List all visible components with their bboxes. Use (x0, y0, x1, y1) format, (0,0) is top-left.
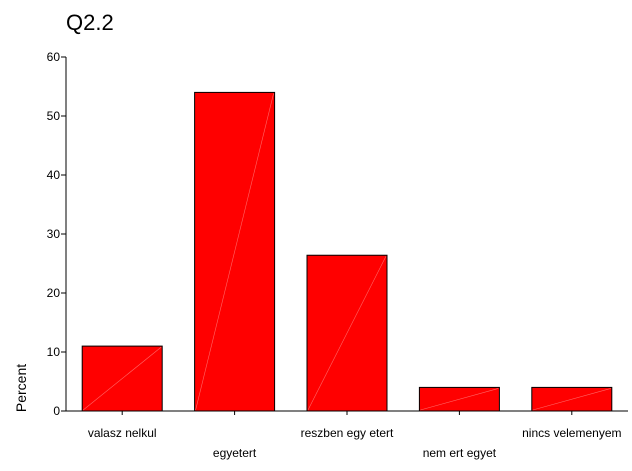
bar-diagonal (420, 388, 499, 411)
bar-diagonal (83, 346, 162, 411)
bar-diagonal (532, 388, 611, 411)
x-tick-label: nincs velemenyem (522, 426, 621, 440)
y-tick-label: 30 (47, 227, 61, 241)
bar-diagonal (195, 93, 274, 411)
chart-title: Q2.2 (66, 10, 114, 35)
y-axis-label: Percent (13, 364, 29, 412)
plot-area: 0 10 20 30 40 50 60 valasz nelkul egyetert reszbe… (47, 50, 628, 460)
y-tick-label: 50 (47, 109, 61, 123)
y-tick-label: 60 (47, 50, 61, 64)
x-tick-label: reszben egy etert (301, 426, 394, 440)
y-tick-label: 0 (53, 404, 60, 418)
bar-diagonal (307, 256, 387, 411)
y-tick-label: 40 (47, 168, 61, 182)
x-tick-label: nem ert egyet (423, 446, 497, 460)
x-tick-label: egyetert (213, 446, 257, 460)
y-tick-label: 20 (47, 286, 61, 300)
x-tick-label: valasz nelkul (88, 426, 157, 440)
y-tick-label: 10 (47, 345, 61, 359)
